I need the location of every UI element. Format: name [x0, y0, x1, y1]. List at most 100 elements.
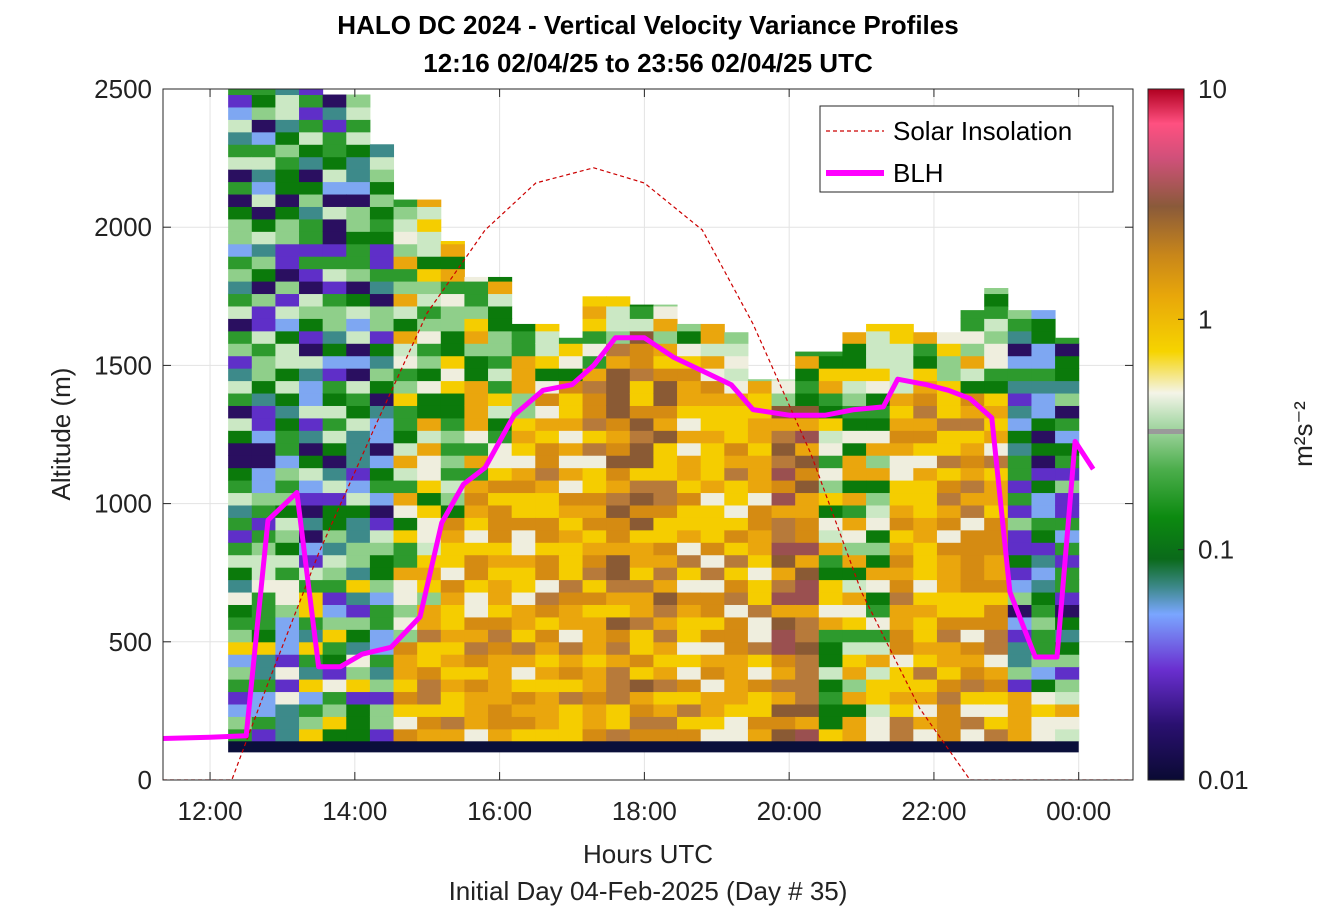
- heatmap-cell: [275, 517, 300, 531]
- heatmap-cell: [440, 393, 465, 406]
- heatmap-cell: [558, 430, 584, 444]
- heatmap-cell: [582, 728, 607, 742]
- heatmap-cell: [984, 641, 1009, 655]
- heatmap-cell: [606, 554, 631, 568]
- y-axis-label: Altitude (m): [46, 368, 76, 501]
- heatmap-cell: [322, 368, 347, 382]
- heatmap-cell: [653, 567, 678, 581]
- heatmap-cell: [606, 442, 631, 456]
- heatmap-cell: [842, 666, 867, 680]
- heatmap-cell: [913, 654, 938, 668]
- heatmap-cell: [228, 467, 253, 481]
- heatmap-cell: [440, 629, 465, 643]
- heatmap-cell: [582, 318, 607, 332]
- heatmap-cell: [228, 529, 253, 543]
- heatmap-cell: [842, 355, 867, 369]
- heatmap-cell: [322, 380, 347, 394]
- heatmap-cell: [771, 679, 796, 693]
- heatmap-cell: [511, 679, 536, 693]
- heatmap-cell: [889, 629, 914, 643]
- heatmap-cell: [535, 654, 560, 668]
- heatmap-cell: [251, 106, 276, 120]
- heatmap-cell: [440, 542, 465, 556]
- heatmap-cell: [228, 579, 253, 593]
- heatmap-cell: [228, 94, 253, 108]
- heatmap-cell: [322, 305, 347, 319]
- heatmap-cell: [558, 442, 584, 456]
- heatmap-cell: [582, 716, 607, 730]
- heatmap-cell: [558, 616, 584, 630]
- heatmap-cell: [889, 517, 914, 531]
- heatmap-cell: [511, 579, 536, 593]
- heatmap-cell: [795, 417, 820, 431]
- heatmap-cell: [1055, 368, 1080, 382]
- heatmap-cell: [511, 380, 536, 394]
- heatmap-cell: [251, 455, 276, 469]
- heatmap-cell: [606, 529, 631, 543]
- heatmap-cell: [417, 654, 442, 668]
- heatmap-cell: [795, 368, 820, 382]
- heatmap-cell: [299, 691, 324, 705]
- heatmap-cell: [677, 567, 702, 581]
- heatmap-cell: [582, 296, 607, 307]
- heatmap-cell: [369, 567, 395, 581]
- heatmap-cell: [558, 641, 584, 655]
- heatmap-cell: [417, 218, 442, 232]
- heatmap-cell: [771, 480, 796, 494]
- heatmap-cell: [346, 529, 371, 543]
- heatmap-cell: [299, 94, 324, 108]
- heatmap-cell: [747, 430, 773, 444]
- heatmap-cell: [677, 517, 702, 531]
- heatmap-cell: [369, 442, 395, 456]
- heatmap-cell: [346, 169, 371, 183]
- heatmap-cell: [464, 281, 489, 295]
- heatmap-cell: [960, 368, 985, 382]
- heatmap-cell: [866, 417, 891, 431]
- heatmap-cell: [889, 492, 914, 506]
- heatmap-cell: [511, 554, 536, 568]
- heatmap-cell: [866, 554, 891, 568]
- heatmap-cell: [275, 430, 300, 444]
- heatmap-cell: [582, 305, 607, 319]
- heatmap-cell: [369, 579, 395, 593]
- heatmap-cell: [700, 393, 725, 406]
- heatmap-cell: [1007, 417, 1032, 431]
- heatmap-cell: [889, 604, 914, 618]
- heatmap-cell: [606, 629, 631, 643]
- heatmap-cell: [747, 417, 773, 431]
- heatmap-cell: [818, 629, 843, 643]
- heatmap-cell: [369, 430, 395, 444]
- heatmap-cell: [275, 268, 300, 282]
- heatmap-cell: [984, 492, 1009, 506]
- heatmap-cell: [1031, 318, 1056, 332]
- heatmap-cell: [322, 604, 347, 618]
- heatmap-cell: [629, 455, 654, 469]
- heatmap-cell: [228, 380, 253, 394]
- heatmap-cell: [818, 480, 843, 494]
- heatmap-cell: [653, 691, 678, 705]
- heatmap-cell: [1007, 517, 1032, 531]
- heatmap-cell: [913, 355, 938, 369]
- heatmap-cell: [842, 332, 867, 344]
- heatmap-cell: [818, 567, 843, 581]
- heatmap-cell: [251, 529, 276, 543]
- heatmap-cell: [251, 380, 276, 394]
- colorbar-tick-label: 0.01: [1198, 765, 1249, 795]
- heatmap-cell: [299, 703, 324, 717]
- heatmap-cell: [511, 542, 536, 556]
- heatmap-cell: [724, 467, 749, 481]
- heatmap-cell: [369, 156, 395, 170]
- heatmap-cell: [251, 281, 276, 295]
- heatmap-cell: [1031, 467, 1056, 481]
- heatmap-cell: [346, 156, 371, 170]
- heatmap-cell: [535, 592, 560, 605]
- heatmap-cell: [771, 579, 796, 593]
- heatmap-cell: [251, 442, 276, 456]
- heatmap-cell: [322, 529, 347, 543]
- heatmap-cell: [1031, 703, 1056, 717]
- heatmap-cell: [771, 616, 796, 630]
- heatmap-cell: [936, 492, 962, 506]
- heatmap-cell: [228, 567, 253, 581]
- heatmap-cell: [1055, 567, 1080, 581]
- heatmap-cell: [629, 679, 654, 693]
